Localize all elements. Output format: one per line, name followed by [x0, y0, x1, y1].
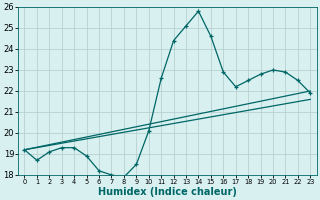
X-axis label: Humidex (Indice chaleur): Humidex (Indice chaleur)	[98, 187, 237, 197]
